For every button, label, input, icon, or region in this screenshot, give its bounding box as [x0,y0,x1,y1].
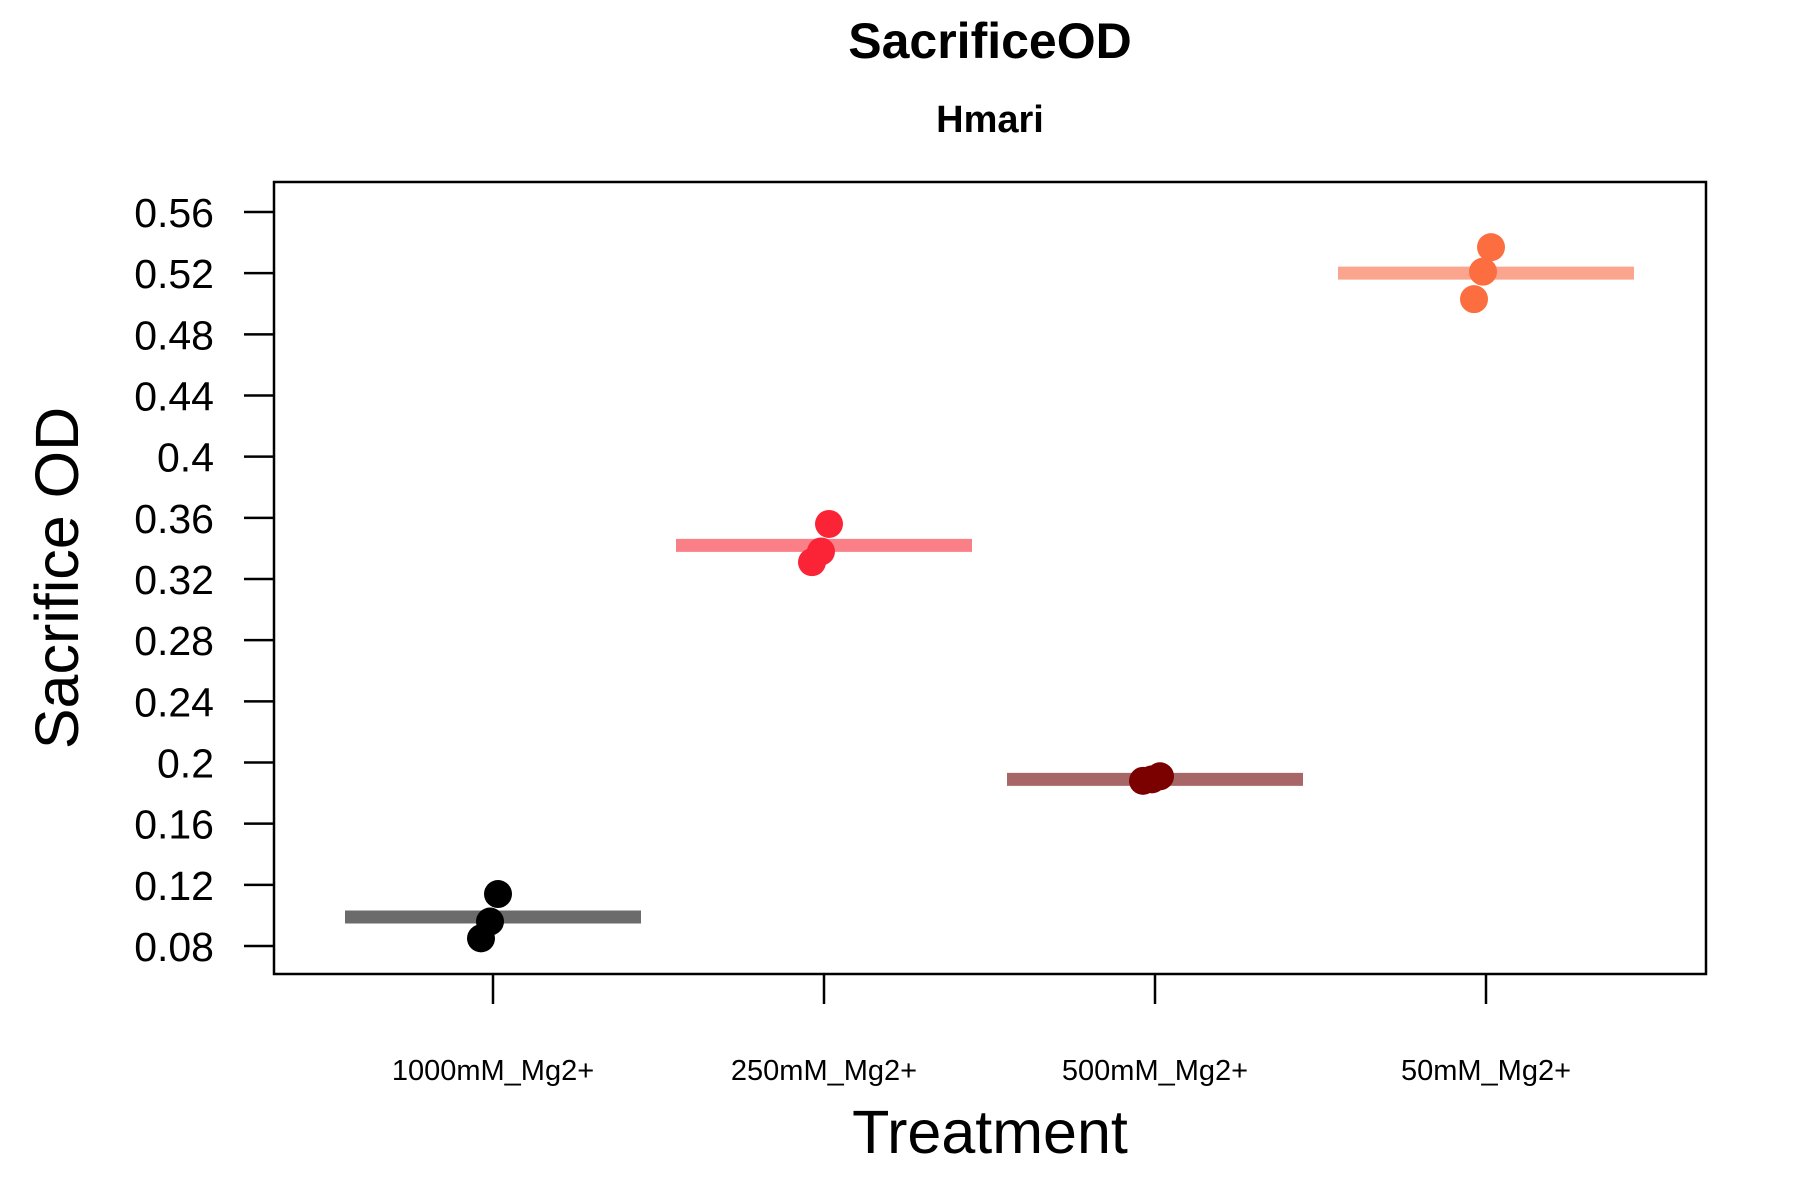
y-tick-label: 0.28 [134,618,214,664]
y-axis-label: Sacrifice OD [23,407,91,749]
data-point [807,537,835,566]
x-tick-label: 250mM_Mg2+ [731,1055,917,1087]
data-point [1460,285,1488,314]
plot-frame [272,180,1708,976]
chart-title: SacrificeOD [848,13,1131,69]
x-tick-label: 50mM_Mg2+ [1401,1055,1571,1087]
x-tick-label: 1000mM_Mg2+ [392,1055,594,1087]
y-tick-label: 0.12 [134,863,214,909]
chart-subtitle: Hmari [936,99,1044,141]
y-tick-label: 0.24 [134,679,214,725]
data-point [1146,762,1174,791]
y-tick-label: 0.48 [134,312,214,358]
y-tick-label: 0.52 [134,251,214,297]
data-points [467,233,1505,953]
x-axis-label: Treatment [852,1098,1128,1166]
data-point [476,907,504,936]
data-point [1477,233,1505,262]
x-axis: 1000mM_Mg2+ 250mM_Mg2+ 500mM_Mg2+ 50mM_Mg2+ [392,974,1571,1087]
y-tick-label: 0.44 [134,374,214,420]
data-point [1469,257,1497,286]
x-tick-label: 500mM_Mg2+ [1062,1055,1248,1087]
y-axis: 0.08 0.12 0.16 0.2 0.24 0.28 0.32 0.36 0.4 0.44 0.… [134,190,274,970]
y-tick-label: 0.2 [157,741,214,787]
y-tick-label: 0.36 [134,496,214,542]
y-tick-label: 0.56 [134,190,214,236]
y-tick-label: 0.16 [134,802,214,848]
mean-bars [345,266,1634,924]
y-tick-label: 0.4 [157,435,214,481]
y-tick-label: 0.08 [134,924,214,970]
data-point [815,509,843,538]
y-tick-label: 0.32 [134,557,214,603]
data-point [484,880,512,909]
